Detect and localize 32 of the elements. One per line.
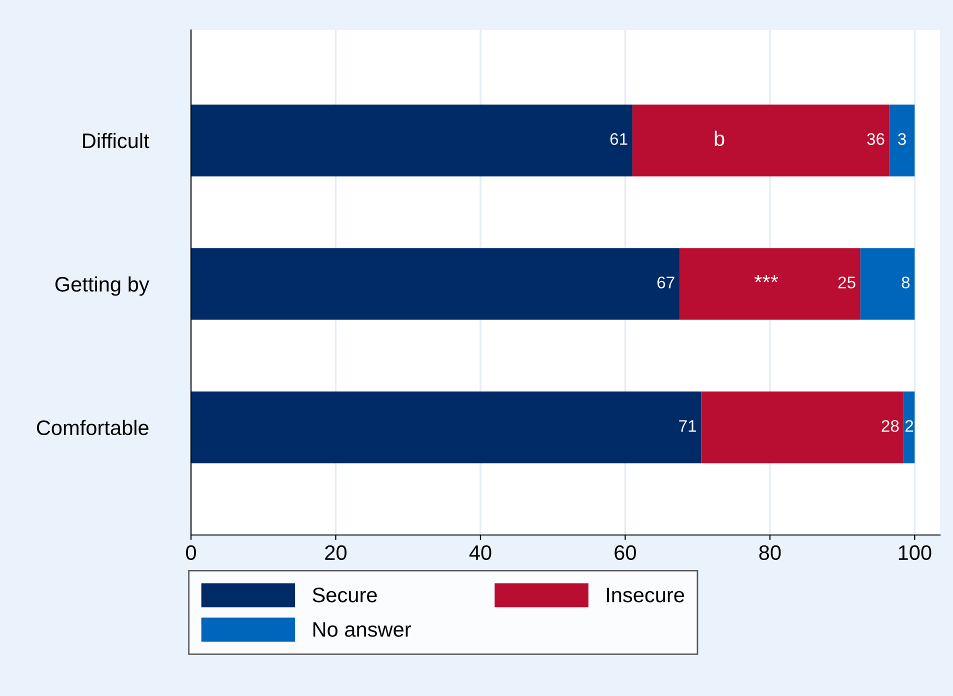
bar — [679, 248, 860, 320]
data-label: 67 — [657, 276, 674, 288]
x-tick-label: 40 — [469, 545, 492, 560]
y-tick-label: Difficult — [83, 132, 150, 148]
x-tick-label: 60 — [614, 545, 636, 560]
y-tick-label: Comfortable — [36, 420, 148, 436]
legend-label: No answer — [313, 622, 411, 637]
data-label: 28 — [882, 420, 899, 432]
x-tick-label: 20 — [325, 545, 347, 560]
bar — [191, 248, 680, 320]
data-label: 8 — [902, 276, 910, 288]
bar — [860, 248, 915, 320]
bar — [701, 392, 904, 464]
annotation: b — [714, 130, 724, 146]
data-label: 36 — [867, 133, 884, 145]
annotation: *** — [754, 274, 778, 282]
bar — [889, 104, 915, 176]
legend-label: Secure — [312, 588, 377, 602]
data-label: 3 — [898, 133, 906, 145]
data-label: 25 — [838, 276, 856, 288]
data-label: 71 — [679, 420, 696, 432]
data-label: 61 — [610, 133, 628, 145]
bar — [191, 104, 632, 176]
bar — [904, 392, 915, 464]
x-tick-label: 100 — [898, 545, 932, 560]
x-tick-label: 0 — [186, 545, 196, 560]
bar — [191, 392, 702, 464]
bar — [632, 104, 890, 176]
x-tick-label: 80 — [759, 545, 781, 560]
y-tick-label: Getting by — [55, 276, 150, 296]
legend-label: Insecure — [606, 588, 684, 602]
data-label: 2 — [905, 420, 914, 432]
